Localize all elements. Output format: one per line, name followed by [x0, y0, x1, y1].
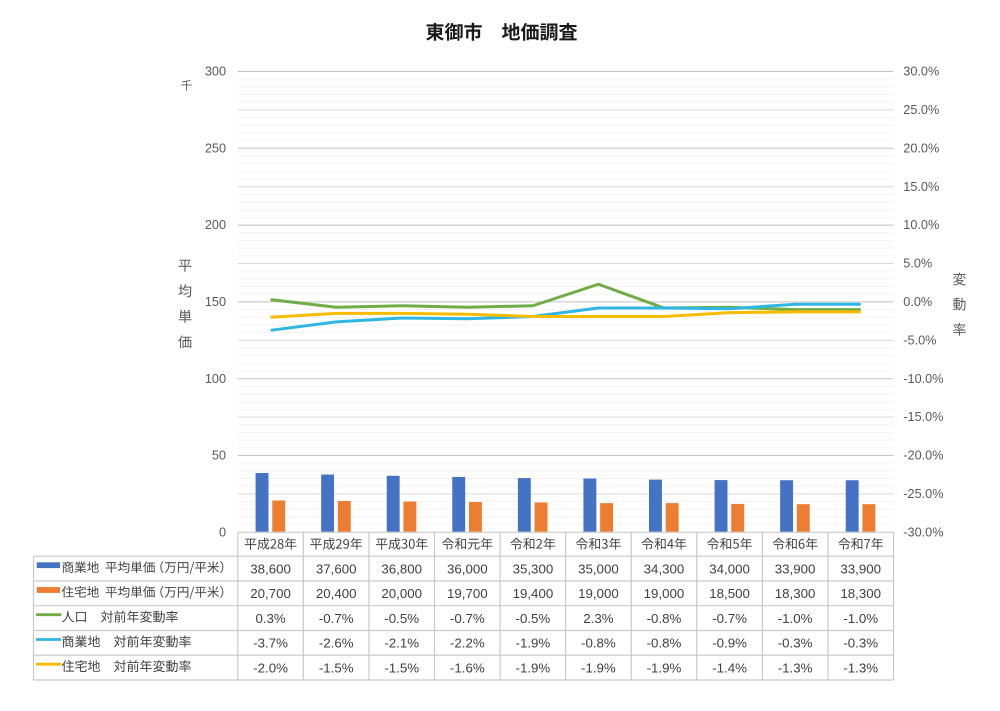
svg-text:250: 250: [205, 141, 226, 155]
svg-text:100: 100: [205, 372, 226, 386]
svg-text:38,600: 38,600: [250, 562, 291, 577]
svg-text:19,700: 19,700: [447, 586, 488, 601]
svg-text:-15.0%: -15.0%: [903, 410, 943, 424]
svg-text:-2.2%: -2.2%: [450, 636, 485, 651]
svg-text:-1.9%: -1.9%: [516, 636, 551, 651]
svg-text:-0.3%: -0.3%: [778, 636, 813, 651]
svg-text:-30.0%: -30.0%: [903, 525, 943, 539]
svg-text:50: 50: [212, 449, 226, 463]
svg-text:20.0%: 20.0%: [903, 141, 939, 155]
svg-text:5.0%: 5.0%: [903, 257, 932, 271]
svg-text:2.3%: 2.3%: [583, 611, 613, 626]
svg-text:-1.9%: -1.9%: [581, 661, 616, 676]
svg-text:35,300: 35,300: [513, 562, 554, 577]
svg-text:-1.6%: -1.6%: [450, 661, 485, 676]
svg-text:-2.0%: -2.0%: [253, 661, 288, 676]
svg-text:-1.0%: -1.0%: [843, 611, 878, 626]
svg-text:-1.0%: -1.0%: [778, 611, 813, 626]
svg-text:20,400: 20,400: [316, 586, 357, 601]
svg-text:-3.7%: -3.7%: [253, 636, 288, 651]
svg-text:10.0%: 10.0%: [903, 218, 939, 232]
svg-text:19,000: 19,000: [578, 586, 619, 601]
svg-text:-1.5%: -1.5%: [384, 661, 419, 676]
svg-text:-0.9%: -0.9%: [712, 636, 747, 651]
svg-text:0.3%: 0.3%: [255, 611, 285, 626]
svg-text:36,800: 36,800: [381, 562, 422, 577]
svg-text:-2.1%: -2.1%: [384, 636, 419, 651]
svg-text:-1.5%: -1.5%: [319, 661, 354, 676]
svg-text:0: 0: [219, 525, 226, 539]
svg-text:15.0%: 15.0%: [903, 180, 939, 194]
svg-text:-2.6%: -2.6%: [319, 636, 354, 651]
svg-text:19,000: 19,000: [644, 586, 685, 601]
svg-text:-0.7%: -0.7%: [450, 611, 485, 626]
svg-text:-1.3%: -1.3%: [843, 661, 878, 676]
svg-text:30.0%: 30.0%: [903, 65, 939, 79]
svg-text:-1.9%: -1.9%: [516, 661, 551, 676]
svg-text:25.0%: 25.0%: [903, 103, 939, 117]
svg-text:19,400: 19,400: [513, 586, 554, 601]
svg-text:33,900: 33,900: [840, 562, 881, 577]
svg-text:-0.7%: -0.7%: [319, 611, 354, 626]
svg-text:-10.0%: -10.0%: [903, 372, 943, 386]
svg-text:-1.4%: -1.4%: [712, 661, 747, 676]
svg-text:35,000: 35,000: [578, 562, 619, 577]
svg-text:20,700: 20,700: [250, 586, 291, 601]
svg-text:-0.8%: -0.8%: [647, 636, 682, 651]
svg-text:200: 200: [205, 218, 226, 232]
svg-text:18,300: 18,300: [840, 586, 881, 601]
svg-text:0.0%: 0.0%: [903, 295, 932, 309]
svg-text:-0.7%: -0.7%: [712, 611, 747, 626]
svg-text:-25.0%: -25.0%: [903, 487, 943, 501]
svg-text:33,900: 33,900: [775, 562, 816, 577]
svg-text:-0.8%: -0.8%: [581, 636, 616, 651]
svg-text:150: 150: [205, 295, 226, 309]
svg-text:300: 300: [205, 65, 226, 79]
svg-text:20,000: 20,000: [381, 586, 422, 601]
svg-text:-0.5%: -0.5%: [516, 611, 551, 626]
svg-text:-1.3%: -1.3%: [778, 661, 813, 676]
svg-text:-0.8%: -0.8%: [647, 611, 682, 626]
svg-text:-1.9%: -1.9%: [647, 661, 682, 676]
svg-text:36,000: 36,000: [447, 562, 488, 577]
svg-text:18,500: 18,500: [709, 586, 750, 601]
svg-text:-5.0%: -5.0%: [903, 333, 936, 347]
svg-text:18,300: 18,300: [775, 586, 816, 601]
svg-text:-0.5%: -0.5%: [384, 611, 419, 626]
svg-text:34,300: 34,300: [644, 562, 685, 577]
svg-text:-20.0%: -20.0%: [903, 449, 943, 463]
svg-text:37,600: 37,600: [316, 562, 357, 577]
svg-text:34,000: 34,000: [709, 562, 750, 577]
svg-text:-0.3%: -0.3%: [843, 636, 878, 651]
